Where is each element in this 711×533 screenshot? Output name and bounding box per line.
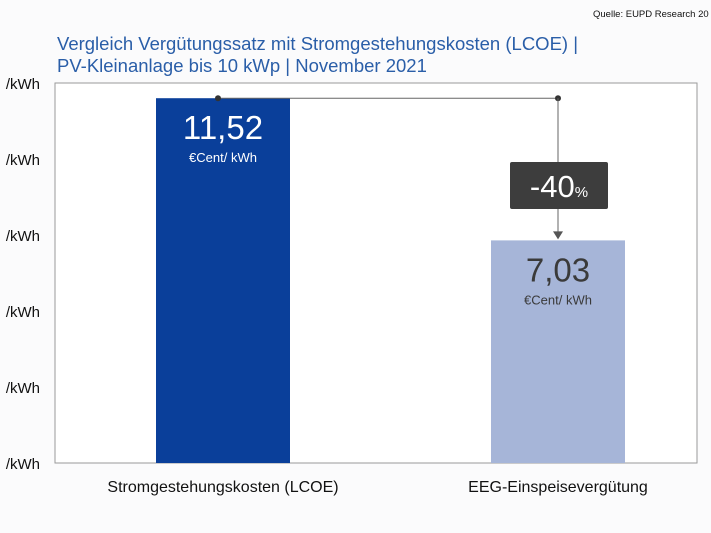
reference-dot — [215, 95, 221, 102]
y-tick-label: /kWh — [6, 380, 40, 397]
annotation-badge — [510, 162, 608, 209]
x-tick-label: EEG-Einspeisevergütung — [468, 479, 648, 496]
annotation-label: -40% — [530, 169, 588, 204]
data-label-unit: €Cent/ kWh — [189, 150, 257, 165]
source-label: Quelle: EUPD Research 20 — [593, 9, 709, 20]
y-tick-label: /kWh — [6, 456, 40, 473]
x-tick-label: Stromgestehungskosten (LCOE) — [107, 479, 338, 496]
data-label: 11,52 — [183, 109, 263, 146]
y-tick-label: /kWh — [6, 304, 40, 321]
y-tick-label: /kWh — [6, 228, 40, 245]
data-label: 7,03 — [526, 251, 590, 288]
y-tick-label: /kWh — [6, 76, 40, 93]
chart-title: Vergleich Vergütungssatz mit Stromgesteh… — [57, 33, 697, 77]
bar — [156, 98, 290, 463]
bar — [491, 240, 625, 463]
data-label-unit: €Cent/ kWh — [524, 292, 592, 307]
y-tick-label: /kWh — [6, 152, 40, 169]
chart-title-line-2: PV-Kleinanlage bis 10 kWp | November 202… — [57, 55, 427, 76]
arrow-head — [553, 231, 563, 240]
chart-title-line-1: Vergleich Vergütungssatz mit Stromgesteh… — [57, 33, 579, 54]
